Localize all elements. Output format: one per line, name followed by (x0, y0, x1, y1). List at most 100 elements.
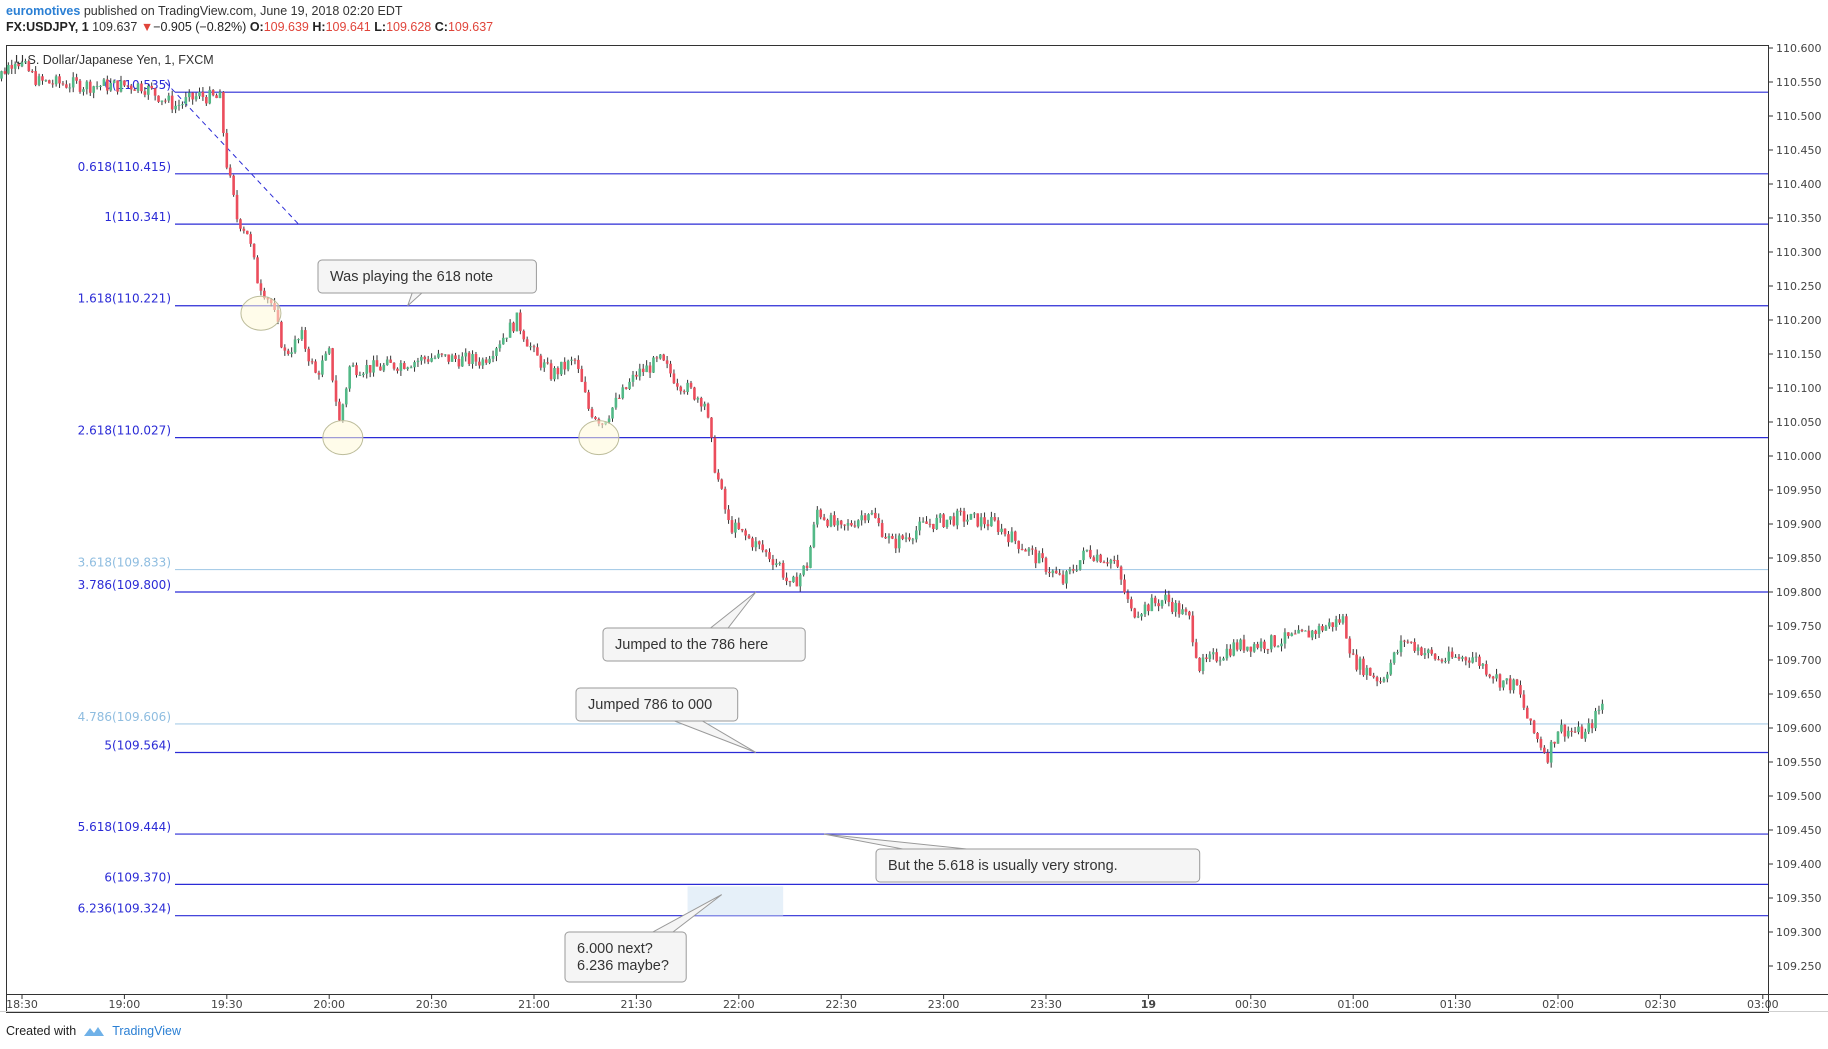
callout-ann5[interactable]: 6.000 next?6.236 maybe? (564, 894, 723, 983)
candle-body (13, 63, 17, 69)
candle-body (1102, 562, 1106, 564)
callout-ann2[interactable]: Jumped to the 786 here (602, 591, 806, 662)
candle-body (717, 472, 720, 480)
x-tick-label: 02:00 (1542, 998, 1574, 1011)
candle-body (962, 511, 966, 522)
candle-body (549, 363, 553, 380)
author-link[interactable]: euromotives (6, 4, 81, 18)
y-tick-label: 110.550 (1776, 76, 1822, 89)
callout-ann1[interactable]: Was playing the 618 note (317, 259, 537, 307)
candle-body (1208, 654, 1212, 660)
candle-body (208, 89, 212, 104)
price-axis[interactable]: 110.600 110.550 110.500 110.450 110.400 110.3… (1768, 42, 1822, 973)
candle-body (474, 354, 478, 362)
candle-body (133, 89, 136, 91)
callout-ann3[interactable]: Jumped 786 to 000 (575, 687, 757, 753)
y-tick-label: 110.200 (1776, 314, 1822, 327)
candle-body (1392, 652, 1396, 663)
highlight-rectangle[interactable] (687, 886, 784, 916)
candle-body (546, 362, 549, 364)
candle-body (1399, 640, 1403, 653)
candle-body (136, 83, 140, 91)
candle-body (983, 517, 986, 525)
candle-body (106, 79, 109, 91)
candle-body (1444, 660, 1447, 662)
candle-body (95, 86, 99, 88)
candle-body (256, 257, 259, 284)
candle-body (146, 85, 150, 95)
candle-body (1133, 608, 1137, 618)
candle-body (508, 322, 512, 338)
candle-body (775, 563, 778, 565)
candle-body (1235, 642, 1239, 650)
candle-body (1184, 609, 1188, 612)
candle-body (3, 71, 7, 74)
candle-body (867, 514, 870, 521)
candle-body (747, 535, 751, 539)
callout-ann4[interactable]: But the 5.618 is usually very strong. (824, 833, 1201, 883)
highlight-circle[interactable] (578, 420, 620, 456)
candle-body (389, 359, 392, 363)
highlight-circle[interactable] (240, 295, 282, 331)
candle-body (1560, 724, 1563, 732)
candle-body (587, 392, 590, 409)
callout-text: 6.236 maybe? (577, 958, 669, 974)
x-tick-label: 23:30 (1030, 998, 1062, 1011)
candle-body (290, 352, 293, 354)
candle-body (1577, 726, 1580, 733)
candle-body (232, 175, 235, 195)
candle-body (1293, 633, 1297, 635)
candle-body (1406, 641, 1410, 643)
annotations[interactable]: Was playing the 618 note Jumped to the 78… (317, 259, 1201, 983)
candle-body (1430, 649, 1434, 654)
candle-body (1300, 629, 1304, 632)
candle-body (1324, 626, 1328, 631)
candle-body (1027, 548, 1031, 552)
candle-body (164, 100, 167, 102)
tradingview-link[interactable]: TradingView (112, 1024, 181, 1038)
candle-body (423, 356, 427, 360)
candle-body (935, 517, 939, 530)
candle-body (874, 512, 877, 518)
candle-body (310, 361, 314, 363)
candle-body (365, 365, 369, 374)
candle-body (973, 513, 976, 515)
candle-body (928, 523, 932, 525)
highlight-circles (240, 295, 620, 456)
candle-body (44, 80, 48, 82)
candle-body (1532, 720, 1536, 733)
candle-body (1044, 558, 1048, 572)
x-tick-label: 01:30 (1440, 998, 1472, 1011)
candle-body (1068, 569, 1072, 572)
candle-body (1160, 600, 1164, 607)
candle-body (1191, 615, 1195, 643)
highlight-circle[interactable] (322, 420, 364, 456)
candle-body (1512, 679, 1515, 691)
candle-body (1345, 616, 1348, 639)
candle-body (1580, 726, 1584, 739)
candle-body (908, 537, 911, 540)
x-tick-label: 22:00 (723, 998, 755, 1011)
open-value: 109.639 (263, 20, 309, 34)
candle-body (1413, 641, 1416, 651)
x-tick-label: 19:00 (109, 998, 141, 1011)
candle-body (157, 95, 160, 102)
candle-body (293, 339, 297, 353)
candle-body (686, 382, 689, 392)
candle-body (638, 368, 642, 377)
candle-body (1140, 614, 1143, 617)
fibonacci-extension[interactable]: 0(110.535)0.618(110.415)1(110.341)1.618(… (78, 78, 1768, 917)
candle-body (1109, 559, 1113, 564)
candle-body (1058, 573, 1061, 575)
candle-body (966, 519, 969, 522)
time-axis[interactable]: 18:30 19:00 19:30 20:00 20:30 21:00 21:30 22:00… (6, 994, 1779, 1011)
candle-body (491, 355, 495, 359)
candle-body (955, 510, 959, 526)
candle-body (833, 515, 836, 526)
callout-fill (319, 261, 536, 292)
candle-body (440, 353, 444, 355)
fib-trend-line[interactable] (164, 81, 299, 225)
candle-body (385, 359, 389, 365)
candle-body (1085, 549, 1089, 551)
